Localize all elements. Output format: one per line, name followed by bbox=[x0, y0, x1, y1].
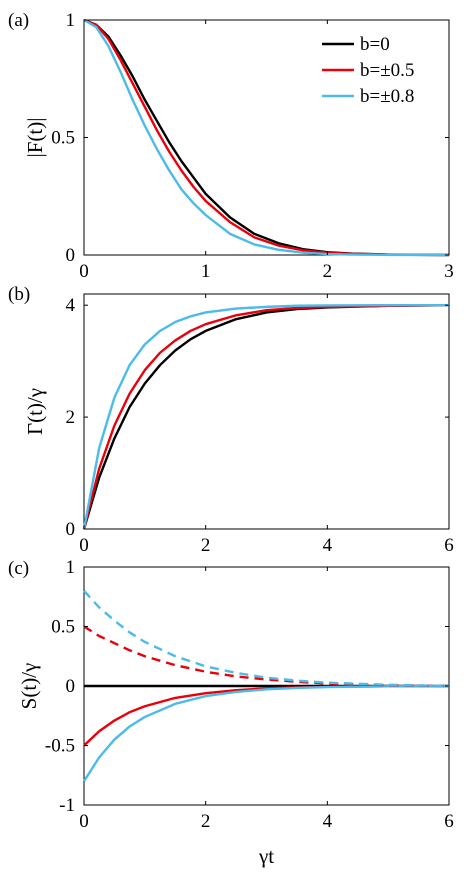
panel-label: (c) bbox=[8, 558, 29, 579]
y-tick-label: -1 bbox=[59, 795, 75, 816]
y-tick-label: -0.5 bbox=[45, 736, 75, 757]
legend-label: b=0 bbox=[360, 34, 390, 55]
x-tick-label: 2 bbox=[201, 811, 211, 832]
y-tick-label: 0.5 bbox=[51, 617, 75, 638]
series-line-4 bbox=[83, 625, 450, 688]
x-tick-label: 2 bbox=[201, 535, 211, 556]
x-axis-label: γt bbox=[258, 844, 274, 868]
legend: b=0 b=±0.5 b=±0.8 bbox=[322, 34, 414, 107]
panel-label: (a) bbox=[8, 10, 29, 31]
series-line-3 bbox=[82, 684, 450, 782]
y-tick-label: 0 bbox=[66, 519, 76, 540]
series-line-2 bbox=[83, 18, 450, 257]
y-tick-label: 2 bbox=[66, 407, 76, 428]
y-tick-label: 0 bbox=[66, 676, 76, 697]
legend-label: b=±0.8 bbox=[360, 86, 414, 107]
y-tick-label: 1 bbox=[66, 10, 76, 31]
axes-box bbox=[83, 293, 450, 530]
series-line-2 bbox=[82, 303, 450, 530]
x-tick-label: 3 bbox=[444, 261, 454, 282]
y-tick-label: 1 bbox=[66, 557, 76, 578]
x-tick-label: 6 bbox=[444, 535, 454, 556]
x-tick-label: 0 bbox=[79, 811, 89, 832]
panel-c: 0 2 4 6 -1 -0.5 0 0.5 1 (c) S(t)/γ γt bbox=[8, 557, 454, 868]
y-tick-label: 0.5 bbox=[51, 128, 75, 149]
y-axis-label: Γ(t)/γ bbox=[23, 388, 47, 435]
x-tick-label: 2 bbox=[323, 261, 333, 282]
x-tick-label: 1 bbox=[201, 261, 211, 282]
x-tick-label: 6 bbox=[444, 811, 454, 832]
x-tick-label: 4 bbox=[323, 535, 333, 556]
series-line-1 bbox=[82, 303, 450, 530]
axes-box bbox=[83, 19, 450, 256]
series-line-3 bbox=[82, 303, 449, 530]
y-tick-label: 0 bbox=[66, 245, 76, 266]
series-line-5 bbox=[83, 589, 450, 688]
panel-label: (b) bbox=[8, 284, 30, 305]
panel-a: 0 1 2 3 0 0.5 1 (a) |F(t)| b=0 b=±0.5 b=±0.8 bbox=[8, 10, 454, 282]
series-line-2 bbox=[83, 684, 450, 747]
x-tick-label: 0 bbox=[79, 261, 89, 282]
legend-label: b=±0.5 bbox=[360, 60, 414, 81]
panel-b: 0 2 4 6 0 2 4 (b) Γ(t)/γ bbox=[8, 284, 454, 556]
series-line-3 bbox=[83, 18, 450, 257]
series-line-1 bbox=[83, 18, 450, 257]
y-axis-label: S(t)/γ bbox=[17, 663, 41, 710]
y-tick-label: 4 bbox=[66, 295, 76, 316]
x-tick-label: 4 bbox=[323, 811, 333, 832]
y-axis-label: |F(t)| bbox=[23, 118, 47, 158]
x-tick-label: 0 bbox=[79, 535, 89, 556]
